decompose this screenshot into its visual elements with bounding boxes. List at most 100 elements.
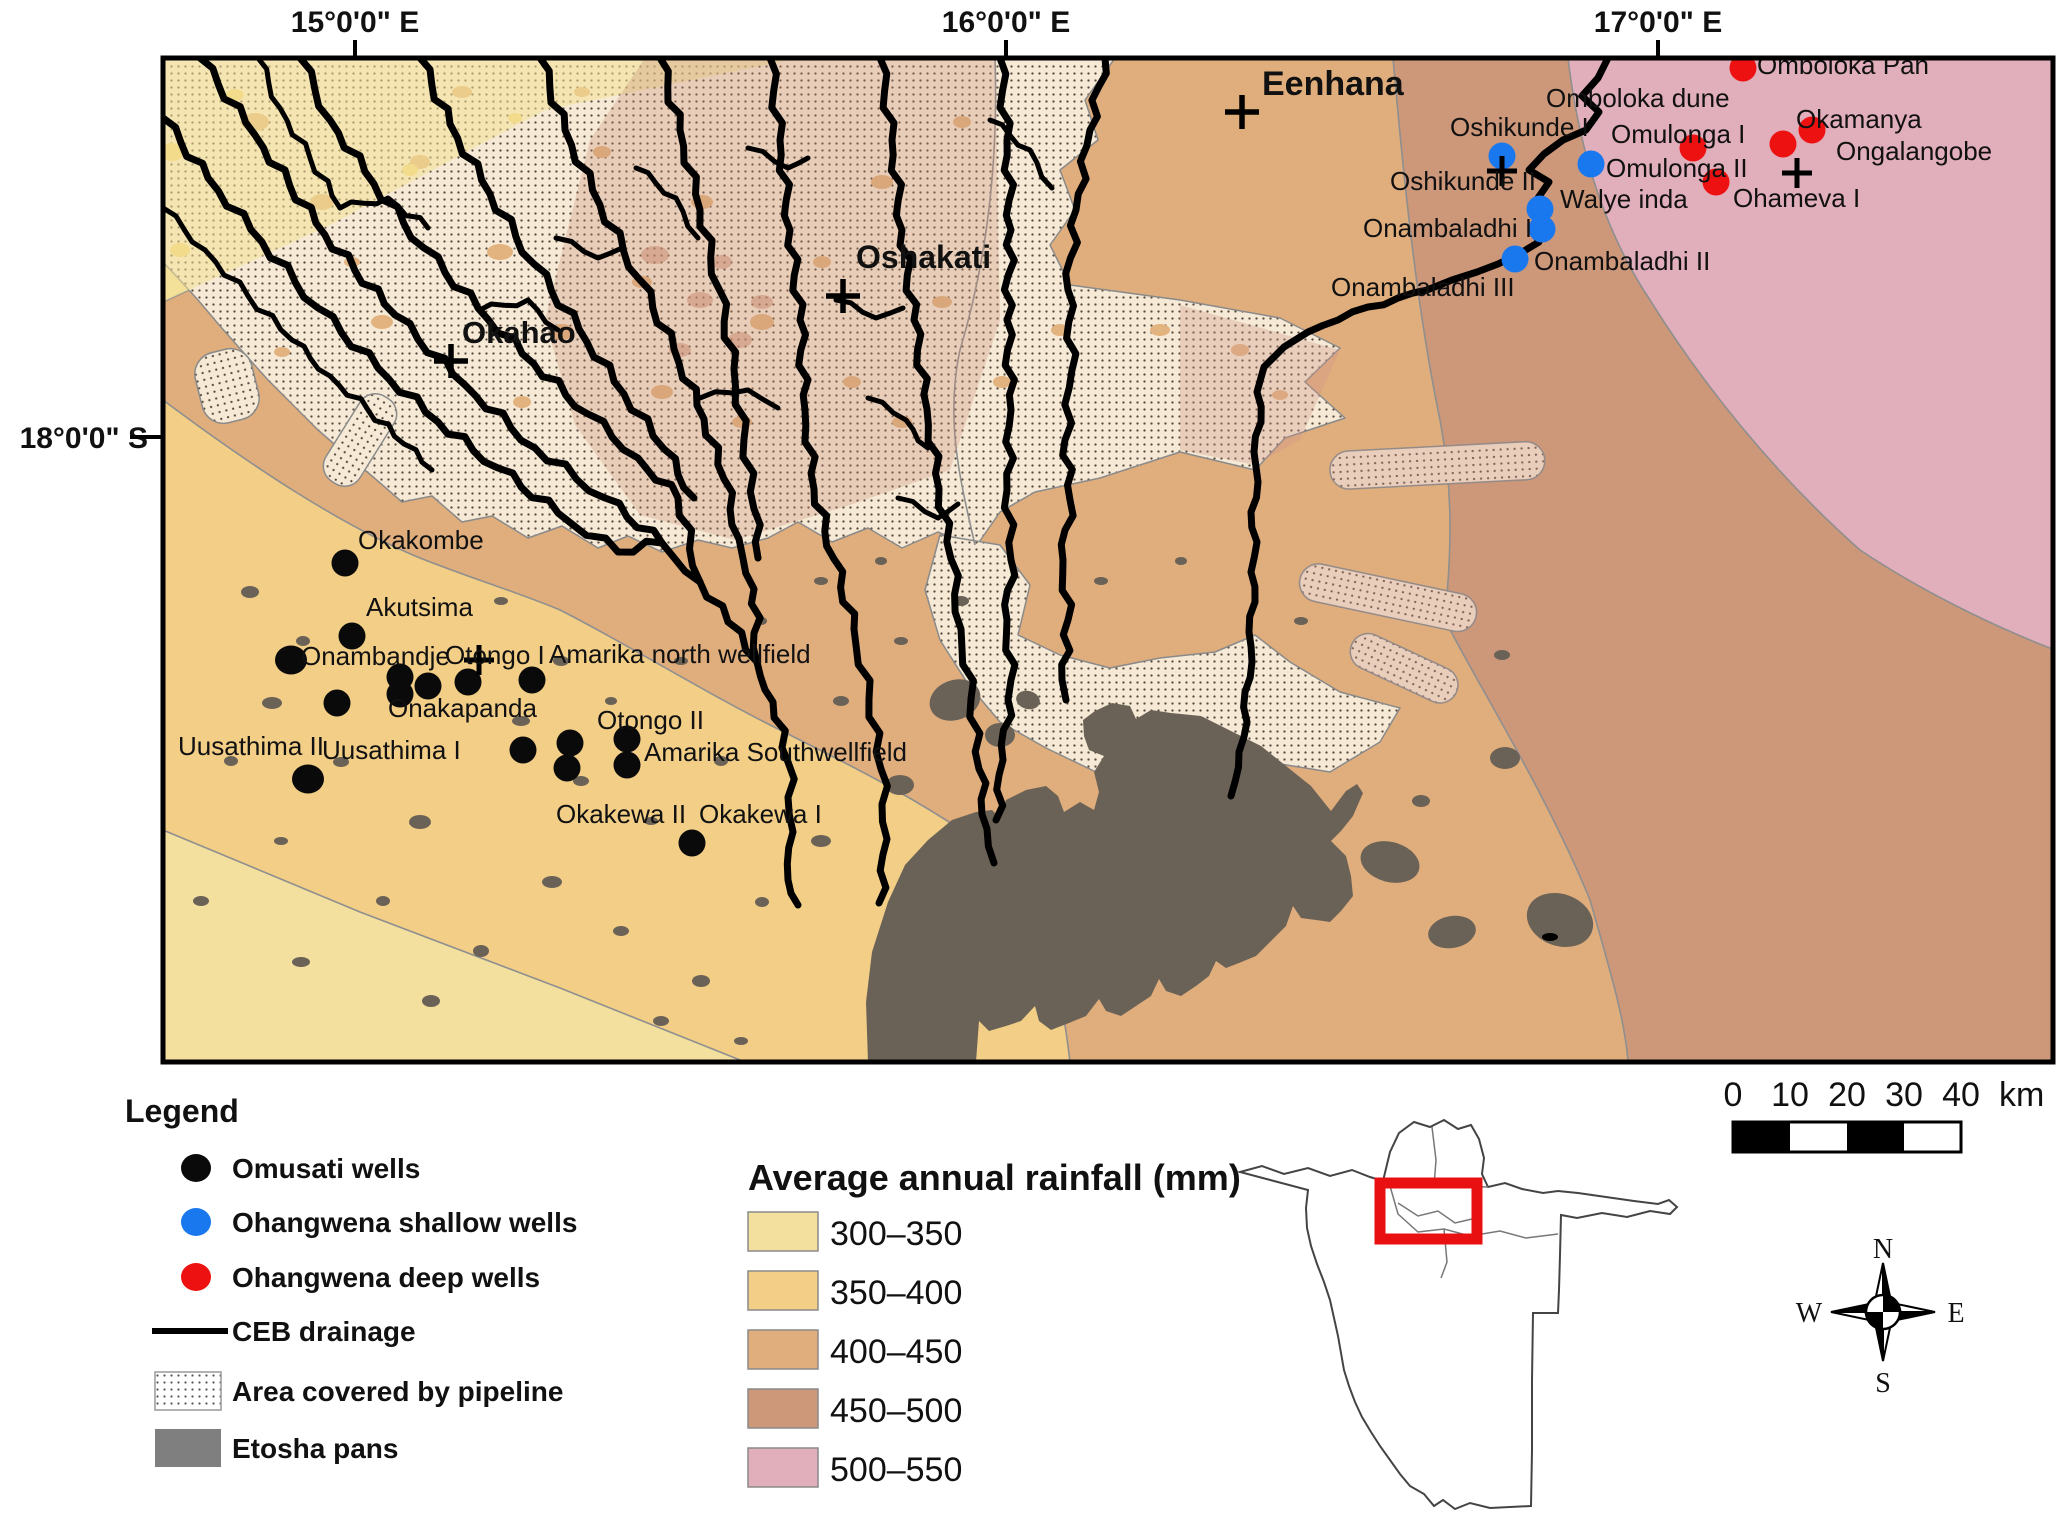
- scale-bar: 0 10 20 30 40 km: [1724, 1076, 2044, 1154]
- shallow-well-label: Onambaladhi III: [1331, 272, 1515, 302]
- shallow-well-label: Oshikunde I: [1450, 112, 1589, 142]
- compass-w: W: [1796, 1298, 1823, 1329]
- town-label: Oshakati: [856, 239, 991, 275]
- omusati-well-dot: [338, 622, 366, 650]
- deep-well-label: Omboloka dune: [1546, 83, 1730, 113]
- rose-patches: [641, 246, 773, 357]
- town-cross-marker: [434, 344, 468, 378]
- omusati-well-label: Otongo II: [597, 705, 704, 735]
- compass-s: S: [1875, 1368, 1891, 1399]
- omusati-well-label: Uusathima II: [178, 731, 324, 761]
- omusati-well-dot: [292, 764, 324, 794]
- omusati-well-dot: [386, 680, 414, 708]
- legend-title: Legend: [125, 1093, 239, 1129]
- axis-label-longitude: 16°0'0" E: [942, 6, 1070, 39]
- compass-e: E: [1947, 1298, 1964, 1329]
- deep-well-dot: [1679, 134, 1707, 162]
- omusati-well-dot: [556, 729, 584, 757]
- omusati-well-dot: [678, 829, 706, 857]
- omusati-well-label: Amarika north wellfield: [549, 639, 811, 669]
- shallow-well-dot: [1528, 215, 1556, 243]
- town-cross-marker: [1225, 95, 1259, 129]
- rainfall-class-label: 300–350: [830, 1215, 962, 1253]
- town-cross-marker: [826, 279, 860, 313]
- omusati-well-label: Okakombe: [358, 525, 484, 555]
- scalebar-unit: km: [1999, 1076, 2044, 1114]
- study-area-rectangle: [1374, 1177, 1483, 1245]
- zone-boundary: [165, 829, 743, 1060]
- rainfall-swatch: [747, 1447, 819, 1488]
- deep-well-label: Ohameva I: [1733, 183, 1860, 213]
- deep-well-label: Okamanya: [1796, 104, 1922, 134]
- scalebar-outline: [1731, 1120, 1963, 1154]
- rainfall-swatch: [747, 1211, 819, 1252]
- omusati-well-dot: [275, 645, 307, 675]
- scalebar-tick-label: 10: [1771, 1076, 1809, 1114]
- omusati-well-dot: [454, 668, 482, 696]
- legend-symbol-pattern: [154, 1371, 222, 1411]
- axis-label-longitude: 15°0'0" E: [291, 6, 419, 39]
- omusati-well-dot: [613, 751, 641, 779]
- legend-items: Omusati wells Ohangwena shallow wells Ohan…: [152, 1153, 577, 1467]
- omusati-well-dot: [553, 754, 581, 782]
- town-cross-marker: [464, 645, 494, 675]
- deep-well-dot: [1769, 130, 1797, 158]
- tan-patches: [241, 86, 1288, 428]
- legend-item-label: Ohangwena shallow wells: [232, 1207, 577, 1238]
- deep-well-dot: [1729, 60, 1757, 82]
- wells-layer: [275, 60, 1826, 857]
- town-label: Okahao: [462, 315, 576, 350]
- towns-layer: Okahao Oshakati Eenhana: [434, 65, 1812, 675]
- inset-map-namibia: [1236, 1118, 1679, 1511]
- legend-item-label: Etosha pans: [232, 1433, 398, 1464]
- deep-well-label: Ongalangobe: [1836, 136, 1992, 166]
- deep-well-dot: [1702, 168, 1730, 196]
- legend-item-label: Area covered by pipeline: [232, 1376, 563, 1407]
- town-label: Eenhana: [1262, 65, 1405, 103]
- rainfall-class-label: 400–450: [830, 1333, 962, 1371]
- namibia-outline: [1236, 1118, 1679, 1511]
- tint-arms: [1180, 305, 1545, 703]
- legend-symbol-dot: [181, 1208, 211, 1236]
- rainfall-swatch: [747, 1329, 819, 1370]
- axis-label-latitude: 18°0'0" S: [20, 422, 148, 455]
- omusati-well-dot: [518, 666, 546, 694]
- town-cross-marker: [1782, 158, 1812, 188]
- scalebar-tick-label: 0: [1724, 1076, 1743, 1114]
- zone-500-550: [1568, 60, 2051, 649]
- pan-specks: [193, 557, 1510, 1045]
- shallow-well-label: Walye inda: [1560, 184, 1688, 214]
- deep-well-label: Omulonga II: [1606, 153, 1748, 183]
- scalebar-tick-label: 20: [1828, 1076, 1866, 1114]
- rainfall-legend-title: Average annual rainfall (mm): [748, 1157, 1241, 1198]
- zone-boundary: [1567, 60, 2051, 650]
- omusati-well-dot: [509, 736, 537, 764]
- rainfall-swatch: [747, 1270, 819, 1311]
- omusati-well-label: Okakewa I: [699, 799, 822, 829]
- legend-symbol-dot: [181, 1154, 211, 1182]
- tint-rose: [545, 60, 1000, 540]
- compass-letters: N S W E: [1796, 1234, 1965, 1399]
- omusati-well-label: Onakapanda: [388, 693, 537, 723]
- omusati-well-dot: [331, 549, 359, 577]
- omusati-well-label: Okakewa II: [556, 799, 686, 829]
- deep-well-label: Omulonga I: [1611, 119, 1745, 149]
- zone-boundary: [953, 60, 997, 546]
- compass-rose: [1830, 1262, 1936, 1362]
- omusati-well-dot: [323, 689, 351, 717]
- omusati-well-label: Otongo I: [445, 640, 545, 670]
- omusati-well-dot: [613, 725, 641, 753]
- tint-pale: [165, 60, 791, 302]
- shallow-well-label: Onambaladhi I: [1363, 213, 1532, 243]
- rainfall-swatch: [747, 1388, 819, 1429]
- scalebar-tick-label: 30: [1885, 1076, 1923, 1114]
- pan-speck-dark: [1542, 933, 1558, 941]
- shallow-well-dot: [1501, 245, 1529, 273]
- legend-item-label: Ohangwena deep wells: [232, 1262, 540, 1293]
- omusati-well-dot: [414, 672, 442, 700]
- deep-well-dot: [1798, 116, 1826, 144]
- shallow-well-dot: [1526, 195, 1554, 223]
- omusati-well-label: Akutsima: [366, 592, 473, 622]
